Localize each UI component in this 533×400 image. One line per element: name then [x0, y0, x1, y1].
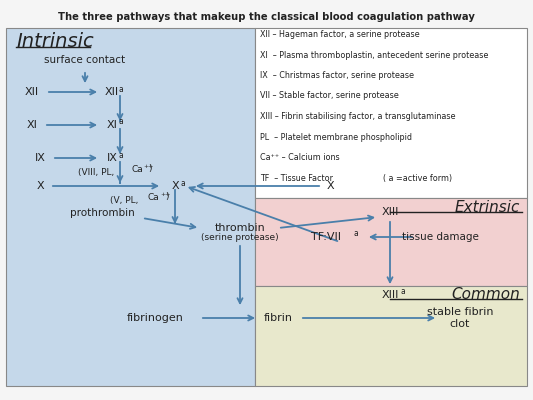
Text: ++: ++: [160, 192, 171, 196]
Text: ): ): [148, 164, 151, 174]
Text: (VIII, PL,: (VIII, PL,: [78, 168, 117, 176]
Text: Ca⁺⁺ – Calcium ions: Ca⁺⁺ – Calcium ions: [260, 153, 340, 162]
Bar: [6, 28, 255, 386]
Text: TF:VII: TF:VII: [311, 232, 341, 242]
Text: PL  – Platelet membrane phospholipid: PL – Platelet membrane phospholipid: [260, 132, 412, 142]
Text: XI: XI: [107, 120, 117, 130]
Text: tissue damage: tissue damage: [401, 232, 479, 242]
Text: X: X: [171, 181, 179, 191]
Text: Ca: Ca: [148, 192, 160, 202]
Text: XIII: XIII: [381, 207, 399, 217]
Text: XIII – Fibrin stabilising factor, a transglutaminase: XIII – Fibrin stabilising factor, a tran…: [260, 112, 456, 121]
Text: XII: XII: [25, 87, 39, 97]
Text: X: X: [326, 181, 334, 191]
Text: The three pathways that makeup the classical blood coagulation pathway: The three pathways that makeup the class…: [58, 12, 474, 22]
Text: Intrinsic: Intrinsic: [16, 32, 94, 51]
Text: ): ): [165, 192, 168, 202]
Text: (V, PL,: (V, PL,: [110, 196, 141, 204]
Text: (serine protease): (serine protease): [201, 234, 279, 242]
Text: XII: XII: [105, 87, 119, 97]
Text: Extrinsic: Extrinsic: [455, 200, 520, 215]
Text: a: a: [119, 118, 123, 126]
Text: stable fibrin: stable fibrin: [427, 307, 493, 317]
Text: XI: XI: [27, 120, 37, 130]
Bar: [255, 286, 527, 386]
Text: fibrinogen: fibrinogen: [126, 313, 183, 323]
Text: IX: IX: [107, 153, 117, 163]
Text: IX  – Christmas factor, serine protease: IX – Christmas factor, serine protease: [260, 71, 414, 80]
Text: a: a: [401, 288, 406, 296]
Text: fibrin: fibrin: [263, 313, 293, 323]
Text: XI  – Plasma thromboplastin, antecedent serine protease: XI – Plasma thromboplastin, antecedent s…: [260, 50, 488, 60]
Text: TF  – Tissue Factor                    ( a =active form): TF – Tissue Factor ( a =active form): [260, 174, 452, 182]
Text: Ca: Ca: [131, 164, 143, 174]
Text: a: a: [353, 230, 358, 238]
Text: thrombin: thrombin: [215, 223, 265, 233]
Text: a: a: [181, 178, 185, 188]
Text: Common: Common: [451, 287, 520, 302]
Bar: [255, 198, 527, 286]
Text: prothrombin: prothrombin: [70, 208, 135, 218]
Text: VII – Stable factor, serine protease: VII – Stable factor, serine protease: [260, 92, 399, 100]
Text: XIII: XIII: [381, 290, 399, 300]
Text: ++: ++: [143, 164, 154, 168]
Text: IX: IX: [35, 153, 45, 163]
Text: XII – Hageman factor, a serine protease: XII – Hageman factor, a serine protease: [260, 30, 419, 39]
Text: a: a: [119, 84, 123, 94]
Text: a: a: [119, 150, 123, 160]
Text: clot: clot: [450, 319, 470, 329]
Bar: [255, 28, 527, 198]
Text: X: X: [36, 181, 44, 191]
Text: surface contact: surface contact: [44, 55, 126, 65]
